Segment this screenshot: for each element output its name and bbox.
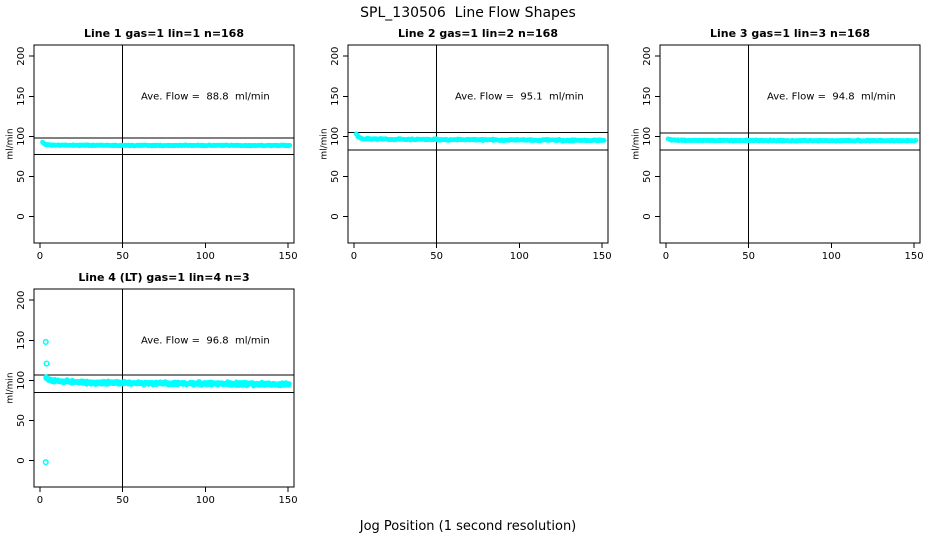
data-points	[40, 139, 293, 149]
y-tick-label: 0	[16, 213, 27, 219]
panel-line-1: 0 50 100 150 0 50 100 150 200 Line 1 gas=1 lin=1 …	[6, 27, 298, 262]
main-title: SPL_130506 Line Flow Shapes	[360, 5, 576, 21]
x-tick-label: 100	[510, 251, 529, 262]
x-tick-label: 150	[278, 251, 297, 262]
y-tick-label: 50	[330, 170, 341, 183]
x-axis-label: Jog Position (1 second resolution)	[359, 519, 577, 534]
x-tick-label: 100	[196, 251, 215, 262]
x-tick-label: 150	[592, 251, 611, 262]
ave-flow-annotation: Ave. Flow = 88.8 ml/min	[141, 91, 270, 102]
panel-y-axis-label: ml/min	[320, 128, 330, 159]
panel-line-4: 0 50 100 150 0 50 100 150 200 Line 4 (LT) gas=1 l…	[6, 271, 298, 506]
plot-box	[33, 44, 295, 244]
y-tick-label: 100	[330, 127, 341, 146]
outlier-point	[43, 360, 50, 367]
panel-y-axis-label: ml/min	[6, 372, 16, 403]
panel-title: Line 1 gas=1 lin=1 n=168	[84, 27, 244, 40]
x-tick-label: 50	[742, 251, 755, 262]
x-tick-label: 0	[37, 495, 43, 506]
plot-box	[659, 44, 921, 244]
ave-flow-annotation: Ave. Flow = 94.8 ml/min	[767, 91, 896, 102]
panel-title: Line 3 gas=1 lin=3 n=168	[710, 27, 870, 40]
panel-y-axis-label: ml/min	[6, 128, 16, 159]
x-tick-label: 50	[116, 495, 129, 506]
y-tick-label: 0	[16, 457, 27, 463]
x-tick-label: 0	[37, 251, 43, 262]
y-tick-label: 100	[16, 127, 27, 146]
x-tick-label: 100	[822, 251, 841, 262]
data-points	[353, 131, 607, 144]
y-tick-label: 200	[330, 47, 341, 66]
ave-flow-annotation: Ave. Flow = 95.1 ml/min	[455, 91, 584, 102]
y-tick-label: 0	[642, 213, 653, 219]
panel-axes	[29, 288, 295, 492]
ave-flow-annotation: Ave. Flow = 96.8 ml/min	[141, 335, 270, 346]
y-tick-label: 50	[642, 170, 653, 183]
panel-axes	[655, 44, 921, 248]
y-tick-label: 100	[16, 371, 27, 390]
x-tick-label: 50	[430, 251, 443, 262]
data-points	[42, 338, 292, 466]
panel-y-axis-label: ml/min	[632, 128, 642, 159]
panel-title: Line 4 (LT) gas=1 lin=4 n=3	[78, 271, 249, 284]
outlier-point	[42, 459, 49, 466]
y-tick-label: 150	[330, 87, 341, 106]
y-tick-label: 200	[16, 291, 27, 310]
x-tick-label: 150	[904, 251, 923, 262]
panel-axes	[343, 44, 609, 248]
y-tick-label: 50	[16, 170, 27, 183]
data-points	[665, 136, 919, 144]
plot-box	[347, 44, 609, 244]
panel-line-2: 0 50 100 150 0 50 100 150 200 Line 2 gas=1 lin=2 …	[320, 27, 612, 262]
x-tick-label: 50	[116, 251, 129, 262]
y-tick-label: 150	[16, 87, 27, 106]
x-tick-label: 100	[196, 495, 215, 506]
plot-box	[33, 288, 295, 488]
panel-title: Line 2 gas=1 lin=2 n=168	[398, 27, 558, 40]
y-tick-label: 50	[16, 414, 27, 427]
outlier-point	[42, 338, 49, 345]
y-tick-label: 150	[642, 87, 653, 106]
y-tick-label: 150	[16, 331, 27, 350]
y-tick-label: 200	[16, 47, 27, 66]
y-tick-label: 100	[642, 127, 653, 146]
panel-line-3: 0 50 100 150 0 50 100 150 200 Line 3 gas=1 lin=3 …	[632, 27, 924, 262]
y-tick-label: 0	[330, 213, 341, 219]
x-tick-label: 0	[663, 251, 669, 262]
x-tick-label: 150	[278, 495, 297, 506]
x-tick-label: 0	[351, 251, 357, 262]
y-tick-label: 200	[642, 47, 653, 66]
